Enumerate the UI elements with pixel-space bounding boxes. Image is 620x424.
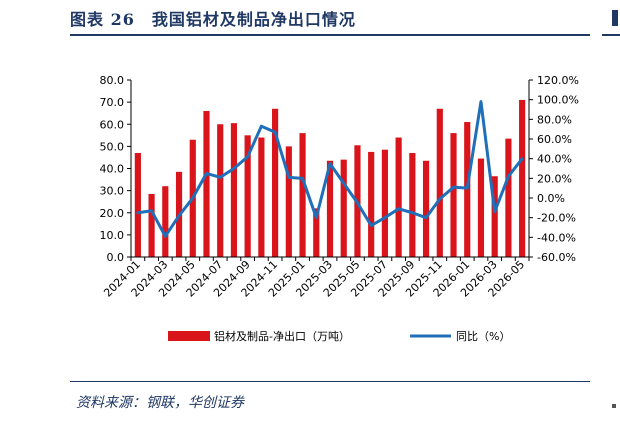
adjacent-title-rule <box>602 34 620 36</box>
y-right-tick-label: 0.0% <box>537 192 565 205</box>
axes <box>127 79 533 261</box>
y-right-tick-label: -20.0% <box>537 212 576 225</box>
bar <box>299 133 306 257</box>
y-right-tick-label: 20.0% <box>537 172 572 185</box>
y-left-tick-label: 80.0 <box>100 74 125 87</box>
legend: 铝材及制品-净出口（万吨） 同比（%） <box>168 329 510 343</box>
line-series <box>136 100 524 238</box>
bar <box>272 108 279 257</box>
bar <box>409 153 416 257</box>
bar <box>436 108 443 257</box>
y-right-tick-label: 80.0% <box>537 113 572 126</box>
y-left-tick-label: 10.0 <box>100 229 125 242</box>
y-right-tick-label: -60.0% <box>537 251 576 264</box>
adjacent-edge-mark <box>612 404 616 408</box>
bar-series <box>134 99 526 257</box>
bar <box>395 137 402 257</box>
bar <box>505 138 512 257</box>
legend-swatch-bar <box>168 331 210 341</box>
adjacent-title-edge <box>612 10 618 26</box>
y-right-tick-label: 120.0% <box>537 74 579 87</box>
bar <box>162 186 169 257</box>
bar <box>217 124 224 257</box>
y-left-tick-label: 20.0 <box>100 207 125 220</box>
bar <box>340 159 347 257</box>
yoy-line <box>136 100 524 238</box>
bar <box>313 208 320 257</box>
bar <box>381 149 388 257</box>
legend-label-line: 同比（%） <box>456 330 510 343</box>
bar <box>368 151 375 257</box>
y-right-tick-label: 60.0% <box>537 133 572 146</box>
y-left-tick-label: 30.0 <box>100 185 125 198</box>
bar <box>326 160 334 257</box>
y-left-tick-label: 40.0 <box>100 163 125 176</box>
y-left-tick-label: 0.0 <box>107 251 125 264</box>
y-left-tick-label: 50.0 <box>100 140 125 153</box>
bar <box>491 176 498 257</box>
bar <box>422 160 430 257</box>
bar <box>134 153 141 257</box>
bar <box>230 123 238 257</box>
source-note: 资料来源：钢联，华创证券 <box>76 395 244 411</box>
bar <box>203 110 210 257</box>
legend-label-bar: 铝材及制品-净出口（万吨） <box>214 329 350 343</box>
bar <box>477 158 485 257</box>
y-left-tick-label: 60.0 <box>100 118 125 131</box>
bar <box>258 137 265 257</box>
y-left-tick-label: 70.0 <box>100 96 125 109</box>
bar <box>148 193 155 257</box>
source-rule <box>70 381 590 382</box>
bar <box>244 135 251 257</box>
title-rule <box>70 34 590 36</box>
y-right-tick-label: 100.0% <box>537 94 579 107</box>
bar <box>285 146 292 257</box>
y-right-tick-label: 40.0% <box>537 153 572 166</box>
bar <box>519 99 526 257</box>
y-right-tick-label: -40.0% <box>537 231 576 244</box>
chart: 0.0 10.0 20.0 30.0 40.0 50.0 60.0 70.0 80.0 -60.0… <box>100 74 579 343</box>
bar <box>450 133 457 257</box>
figure-title: 图表 26 我国铝材及制品净出口情况 <box>70 10 356 29</box>
